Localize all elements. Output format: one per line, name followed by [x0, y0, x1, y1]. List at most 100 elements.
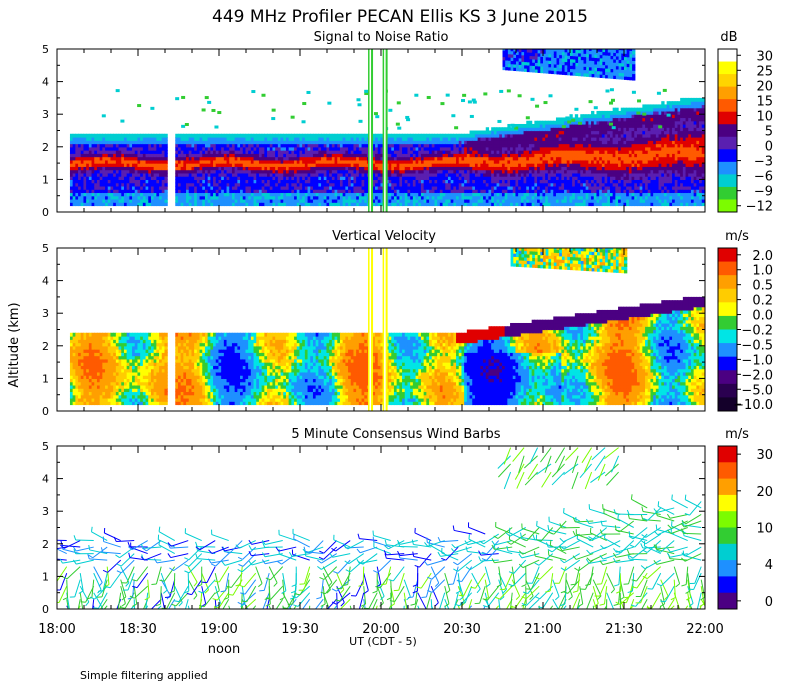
snr-cell [407, 150, 411, 154]
snr-cell [523, 159, 527, 164]
snr-cell [429, 182, 433, 187]
snr-cell [439, 202, 444, 207]
snr-cell [142, 140, 147, 145]
snr-cell [161, 182, 166, 187]
snr-cell [534, 195, 538, 200]
snr-cell [512, 179, 517, 184]
snr-cell [631, 176, 635, 180]
snr-cell [429, 133, 433, 138]
snr-cell [612, 153, 616, 158]
snr-cell [426, 133, 430, 138]
snr-cell [194, 143, 198, 148]
snr-cell [423, 189, 427, 194]
snr-cell [518, 189, 522, 194]
snr-cell [642, 114, 646, 119]
snr-cell [461, 143, 465, 148]
snr-cell [223, 195, 228, 200]
snr-cell [601, 198, 606, 203]
snr-cell [145, 140, 149, 145]
snr-cell [283, 169, 287, 174]
snr-cell [210, 195, 214, 200]
snr-cell [115, 202, 120, 207]
snr-cell [356, 143, 360, 148]
snr-cell [250, 189, 255, 194]
snr-cell [450, 192, 454, 197]
snr-cell [256, 163, 260, 167]
snr-cell [140, 137, 144, 141]
snr-cell [121, 169, 125, 174]
snr-cell [626, 176, 630, 180]
snr-cell [450, 182, 454, 187]
snr-cell [353, 133, 357, 138]
snr-cell [118, 182, 122, 187]
snr-cell [447, 185, 452, 190]
snr-cell [620, 189, 625, 194]
snr-cell [442, 172, 446, 177]
snr-cell [423, 156, 427, 161]
snr-cell [177, 176, 182, 180]
snr-cell [601, 143, 606, 148]
snr-cell [350, 163, 355, 167]
snr-cell [156, 179, 160, 184]
snr-cell [420, 133, 425, 138]
snr-cell [626, 159, 630, 164]
snr-cell [272, 172, 276, 177]
snr-cell [426, 176, 430, 180]
snr-cell [186, 153, 190, 158]
snr-cell [566, 179, 571, 184]
snr-cell [399, 182, 403, 187]
snr-cell [118, 172, 122, 177]
snr-cell [269, 182, 274, 187]
snr-cell [539, 166, 544, 171]
snr-cell [493, 195, 498, 200]
snr-cell [531, 179, 535, 184]
snr-cell [375, 150, 379, 154]
snr-cell [331, 159, 336, 164]
snr-cell [78, 159, 82, 164]
snr-cell [175, 166, 179, 171]
snr-cell [561, 195, 565, 200]
snr-cell [226, 198, 230, 203]
snr-cell [626, 195, 630, 200]
snr-cell [342, 172, 346, 177]
snr-cell [618, 143, 622, 148]
snr-cell [391, 137, 395, 141]
snr-cell [545, 202, 549, 207]
snr-cell [226, 202, 230, 207]
snr-cell [631, 127, 635, 132]
snr-cell [418, 169, 422, 174]
snr-cell [315, 153, 319, 158]
snr-cell [153, 172, 157, 177]
snr-cell [431, 176, 436, 180]
snr-cell [518, 127, 522, 132]
snr-cell [618, 153, 622, 158]
snr-cell [612, 137, 616, 141]
snr-cell [604, 137, 608, 141]
snr-cell [523, 198, 527, 203]
snr-cell [434, 176, 438, 180]
snr-cell [377, 137, 382, 141]
snr-cell [248, 189, 252, 194]
snr-cell [258, 146, 263, 151]
snr-cell [199, 176, 203, 180]
snr-cell [628, 179, 633, 184]
snr-cell [175, 176, 179, 180]
snr-cell [94, 156, 98, 161]
snr-cell [642, 189, 646, 194]
snr-cell [604, 120, 608, 125]
snr-cell [402, 153, 406, 158]
snr-cell [272, 163, 276, 167]
snr-cell [372, 140, 376, 145]
snr-cell [339, 153, 344, 158]
snr-cell [518, 137, 522, 141]
snr-cell [501, 133, 506, 138]
snr-cell [604, 202, 608, 207]
snr-cell [191, 156, 195, 161]
snr-cell [585, 195, 589, 200]
snr-cell [647, 189, 652, 194]
snr-cell [196, 195, 201, 200]
snr-cell [342, 137, 346, 141]
snr-cell [110, 146, 114, 151]
snr-cell [329, 163, 333, 167]
snr-cell [631, 133, 635, 138]
